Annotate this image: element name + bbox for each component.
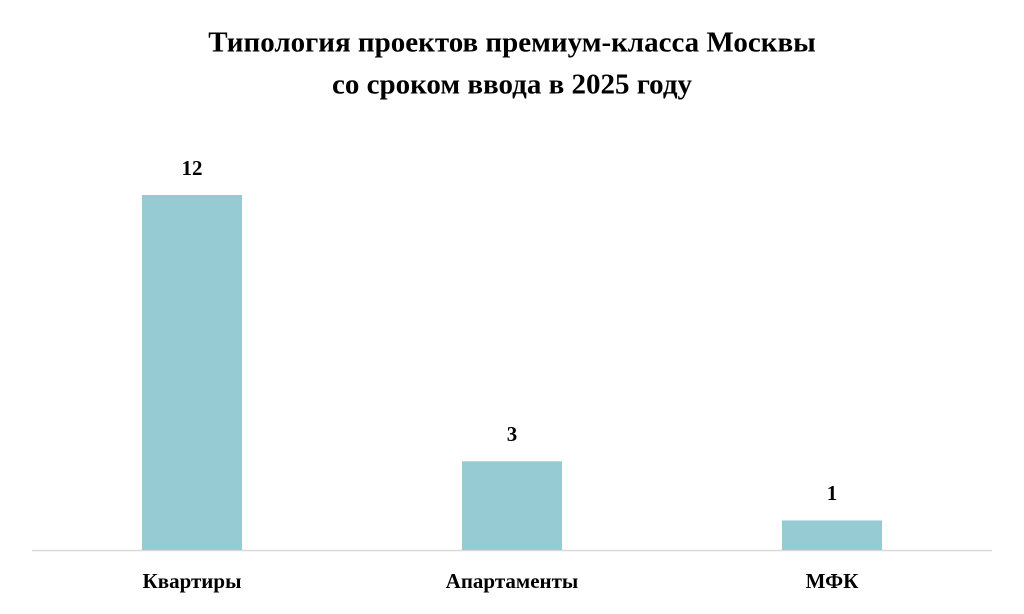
x-tick-label: МФК bbox=[806, 569, 860, 593]
bar bbox=[142, 195, 242, 550]
value-label: 1 bbox=[827, 481, 838, 505]
value-label: 12 bbox=[182, 156, 203, 180]
x-tick-label: Квартиры bbox=[143, 569, 242, 593]
bar bbox=[782, 520, 882, 550]
bar bbox=[462, 461, 562, 550]
x-tick-label: Апартаменты bbox=[446, 569, 579, 593]
chart-title: со сроком ввода в 2025 году bbox=[332, 69, 693, 101]
value-label: 3 bbox=[507, 422, 518, 446]
chart-title: Типология проектов премиум-класса Москвы bbox=[208, 27, 816, 59]
